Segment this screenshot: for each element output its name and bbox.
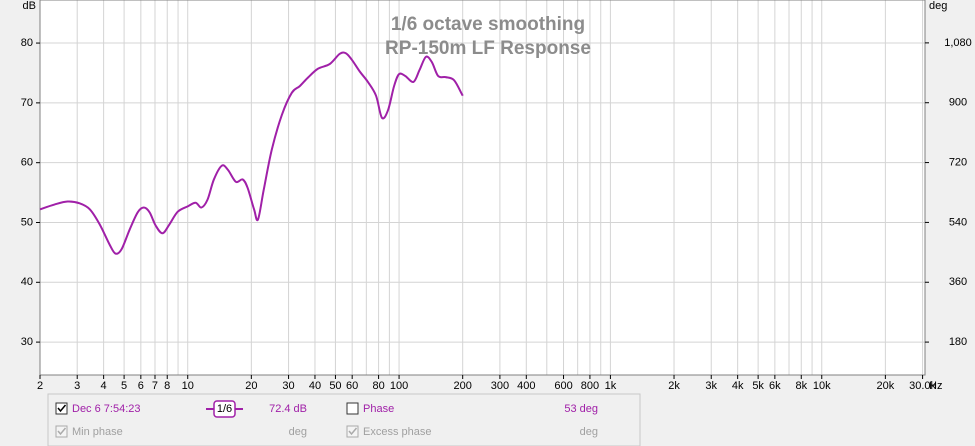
x-tick-label: 2: [37, 380, 43, 392]
x-tick-label: 7: [152, 380, 158, 392]
x-tick-label: 1k: [605, 380, 617, 392]
check-mark: [57, 427, 67, 436]
y2-tick-label: 180: [949, 336, 967, 348]
y-tick-label: 50: [21, 216, 33, 228]
x-tick-label: 200: [454, 380, 472, 392]
x-tick-label: 4k: [732, 380, 744, 392]
x-tick-label: 8k: [795, 380, 807, 392]
x-tick-label: 40: [309, 380, 321, 392]
x-tick-label: 400: [517, 380, 535, 392]
x-tick-label: 8: [164, 380, 170, 392]
series-line: [39, 51, 464, 255]
x-tick-label: 10k: [813, 380, 831, 392]
grid: [39, 0, 925, 375]
excess-phase-checkbox[interactable]: [346, 425, 359, 438]
y2-tick-label: 900: [949, 97, 967, 109]
legend-panel: Dec 6 7:54:23 1/6 72.4 dB Phase 53 deg M…: [47, 393, 641, 446]
y-tick-label: 70: [21, 97, 33, 109]
chart-title: 1/6 octave smoothing: [391, 14, 585, 35]
check-mark: [57, 404, 67, 413]
y2-tick-label: 360: [949, 276, 967, 288]
x-unit: Hz: [929, 380, 942, 392]
y2-tick-label: 1,080: [944, 37, 972, 49]
y2-unit: deg: [929, 0, 947, 12]
smoothing-label: 1/6: [217, 403, 232, 415]
x-tick-label: 3k: [705, 380, 717, 392]
x-tick-label: 6: [138, 380, 144, 392]
x-tick-label: 300: [491, 380, 509, 392]
y2-tick-label: 720: [949, 156, 967, 168]
smoothing-button[interactable]: [213, 400, 236, 418]
y2-tick-label: 540: [949, 216, 967, 228]
x-tick-label: 4: [101, 380, 107, 392]
series-name[interactable]: Dec 6 7:54:23: [72, 403, 141, 415]
x-tick-label: 20k: [876, 380, 894, 392]
plot-border: [39, 0, 926, 376]
min-phase-label[interactable]: Min phase: [72, 426, 123, 438]
x-tick-label: 100: [390, 380, 408, 392]
y-tick-label: 30: [21, 336, 33, 348]
x-tick-label: 80: [372, 380, 384, 392]
excess-phase-unit: deg: [580, 426, 598, 438]
x-tick-label: 5k: [752, 380, 764, 392]
x-tick-label: 3: [74, 380, 80, 392]
phase-checkbox[interactable]: [346, 402, 359, 415]
excess-phase-label[interactable]: Excess phase: [363, 426, 431, 438]
x-tick-label: 20: [245, 380, 257, 392]
x-tick-label: 6k: [769, 380, 781, 392]
x-tick-label: 30.0k: [909, 380, 936, 392]
phase-label[interactable]: Phase: [363, 403, 394, 415]
x-tick-label: 2k: [668, 380, 680, 392]
y-tick-label: 60: [21, 157, 33, 169]
y-tick-label: 40: [21, 276, 33, 288]
x-tick-label: 5: [121, 380, 127, 392]
x-tick-label: 10: [182, 380, 194, 392]
check-mark: [348, 427, 358, 436]
x-tick-label: 600: [554, 380, 572, 392]
y-tick-label: 80: [21, 37, 33, 49]
min-phase-unit: deg: [289, 426, 307, 438]
series-checkbox[interactable]: [55, 402, 68, 415]
panel-box: [47, 393, 641, 446]
x-tick-label: 60: [346, 380, 358, 392]
x-tick-label: 50: [329, 380, 341, 392]
chart-subtitle: RP-150m LF Response: [385, 38, 591, 59]
phase-readout: 53 deg: [564, 403, 598, 415]
min-phase-checkbox[interactable]: [55, 425, 68, 438]
y-unit: dB: [23, 0, 36, 12]
x-tick-label: 800: [581, 380, 599, 392]
value-readout: 72.4 dB: [269, 403, 307, 415]
x-tick-label: 30: [282, 380, 294, 392]
